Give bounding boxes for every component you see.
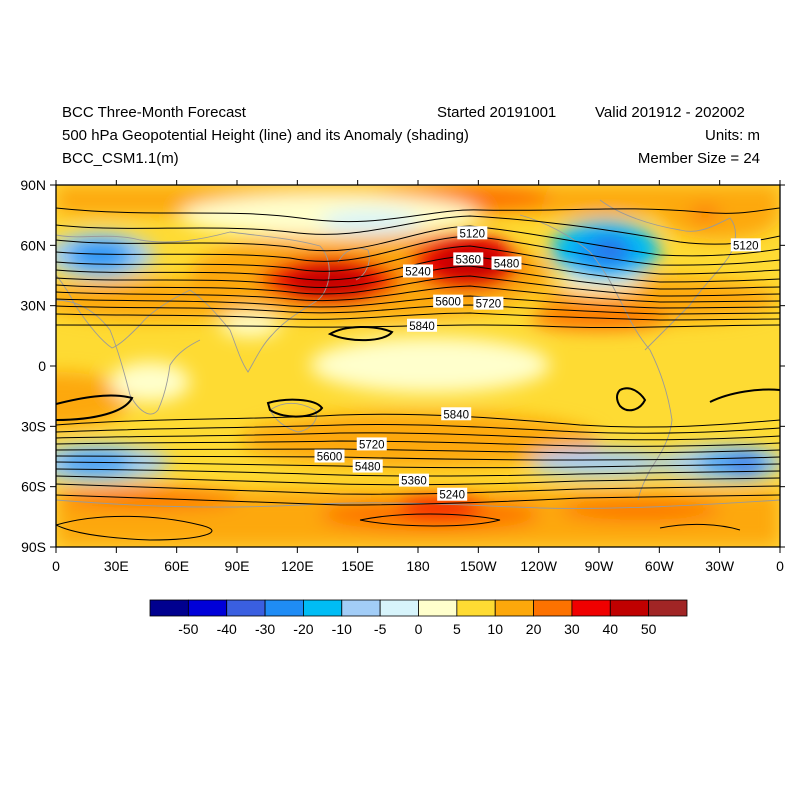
colorbar-label: 0 xyxy=(415,621,423,637)
contour-label-bg xyxy=(730,238,761,252)
colorbar-swatch xyxy=(533,599,573,617)
contour-label: 5600 xyxy=(317,452,343,464)
contour-label: 5240 xyxy=(439,490,465,502)
contour-label-bg xyxy=(453,252,484,266)
contour-label-bg xyxy=(356,437,387,451)
x-tick-label: 180 xyxy=(406,558,430,574)
contour-label: 5840 xyxy=(409,321,435,333)
start-date: Started 20191001 xyxy=(437,104,557,121)
contour-label-bg xyxy=(398,473,429,487)
colorbar-swatch xyxy=(571,599,611,617)
title: BCC Three-Month Forecast xyxy=(62,104,246,121)
x-tick-label: 30W xyxy=(705,558,735,574)
contour-label: 5360 xyxy=(401,476,427,488)
contour-label: 5720 xyxy=(476,299,502,311)
contour-label-bg xyxy=(491,256,522,270)
contour-label: 5240 xyxy=(405,266,431,278)
x-tick-label: 30E xyxy=(104,558,129,574)
colorbar-label: -30 xyxy=(255,621,275,637)
contour-label-bg xyxy=(473,296,504,310)
y-tick-label: 30N xyxy=(20,298,46,314)
contour-label-bg xyxy=(441,407,472,421)
member-size: Member Size = 24 xyxy=(637,150,760,167)
x-tick-label: 60E xyxy=(164,558,189,574)
colorbar-swatch xyxy=(187,599,228,617)
colorbar-label: -20 xyxy=(293,621,313,637)
contour-label-bg xyxy=(457,226,488,240)
colorbar-swatch xyxy=(303,599,343,617)
contour-label-bg xyxy=(433,294,464,308)
valid-period: Valid 201912 - 202002 xyxy=(595,104,745,121)
anomaly-shading: 5120 5120 5240 5360 5480 5600 5720 5840 5840 5720… xyxy=(56,185,780,547)
colorbar-swatch xyxy=(494,599,534,617)
colorbar-swatch xyxy=(418,599,458,617)
y-tick-label: 90S xyxy=(21,539,46,555)
y-tick-label: 90N xyxy=(20,177,46,193)
contour-label-bg xyxy=(437,487,468,501)
contour-label: 5360 xyxy=(455,254,481,266)
colorbar-label: 10 xyxy=(487,621,503,637)
y-axis: 90N 60N 30N 0 30S 60S 90S xyxy=(20,177,785,555)
colorbar-swatch xyxy=(149,599,189,617)
colorbar-swatch xyxy=(456,599,496,617)
contour-label: 5480 xyxy=(494,258,520,270)
x-axis: 0 30E 60E 90E 120E 150E 180 150W 120W 90W 60W 30W 0 xyxy=(52,180,784,574)
colorbar-swatch xyxy=(341,599,381,617)
colorbar-swatch xyxy=(379,599,419,617)
colorbar-swatch xyxy=(648,599,688,617)
contour-label: 5120 xyxy=(460,228,486,240)
model-name: BCC_CSM1.1(m) xyxy=(62,150,179,167)
contour-label: 5720 xyxy=(359,439,385,451)
coastlines xyxy=(56,199,780,509)
x-tick-label: 0 xyxy=(776,558,784,574)
colorbar-label: -10 xyxy=(332,621,352,637)
contour-label-bg xyxy=(314,449,345,463)
colorbar-label: 40 xyxy=(602,621,618,637)
colorbar-swatch xyxy=(609,599,650,617)
colorbar-swatch xyxy=(264,599,304,617)
x-tick-label: 60W xyxy=(645,558,675,574)
y-tick-label: 60S xyxy=(21,479,46,495)
x-tick-label: 120W xyxy=(520,558,557,574)
y-tick-label: 0 xyxy=(38,358,46,374)
x-tick-label: 120E xyxy=(281,558,314,574)
colorbar-label: -50 xyxy=(178,621,198,637)
colorbar-label: 30 xyxy=(564,621,580,637)
x-tick-label: 150W xyxy=(460,558,497,574)
contour-label-bg xyxy=(403,264,433,278)
colorbar-label: -40 xyxy=(217,621,237,637)
colorbar-swatch xyxy=(226,599,266,617)
colorbar: -50 -40 -30 -20 -10 -5 0 5 10 20 30 40 50 xyxy=(149,599,688,637)
contour-label: 5600 xyxy=(435,297,461,309)
colorbar-label: -5 xyxy=(374,621,387,637)
colorbar-label: 50 xyxy=(641,621,657,637)
colorbar-label: 5 xyxy=(453,621,461,637)
subtitle: 500 hPa Geopotential Height (line) and i… xyxy=(62,127,469,144)
units-label: Units: m xyxy=(704,127,760,144)
x-tick-label: 150E xyxy=(341,558,374,574)
contour-labels: 5120 5120 5240 5360 5480 5600 5720 5840 5840 5720… xyxy=(314,226,761,502)
contour-label: 5120 xyxy=(733,240,759,252)
contour-label-bg xyxy=(352,459,383,473)
x-tick-label: 90E xyxy=(225,558,250,574)
contour-label: 5840 xyxy=(443,409,469,421)
y-tick-label: 60N xyxy=(20,237,46,253)
contour-label: 5480 xyxy=(355,462,381,474)
y-tick-label: 30S xyxy=(21,418,46,434)
x-tick-label: 0 xyxy=(52,558,60,574)
colorbar-label: 20 xyxy=(526,621,542,637)
contour-label-bg xyxy=(407,318,438,332)
x-tick-label: 90W xyxy=(585,558,615,574)
